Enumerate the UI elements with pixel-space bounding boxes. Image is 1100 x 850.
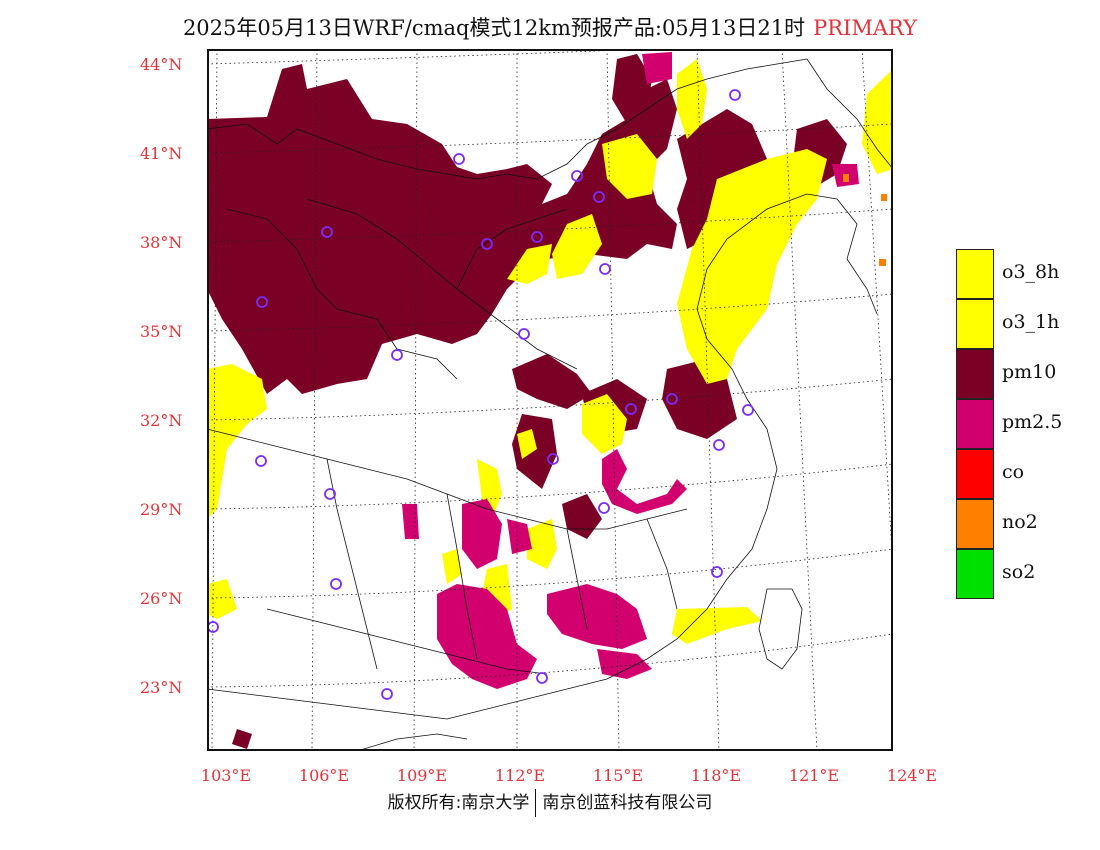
- lat-label-26: 26°N: [140, 589, 183, 608]
- station-marker: [453, 153, 465, 165]
- station-marker: [324, 488, 336, 500]
- lat-label-32: 32°N: [140, 411, 183, 430]
- legend-swatch: [956, 449, 994, 499]
- lon-label-115: 115°E: [592, 766, 644, 785]
- station-markers: [207, 89, 754, 700]
- station-marker: [330, 578, 342, 590]
- lon-label-112: 112°E: [494, 766, 546, 785]
- station-marker: [599, 263, 611, 275]
- lon-label-106: 106°E: [298, 766, 350, 785]
- station-marker: [593, 191, 605, 203]
- lat-label-23: 23°N: [140, 678, 183, 697]
- lat-label-41: 41°N: [140, 144, 183, 163]
- station-marker: [255, 455, 267, 467]
- lat-label-38: 38°N: [140, 233, 183, 252]
- legend-swatch: [956, 399, 994, 449]
- station-marker: [536, 672, 548, 684]
- station-marker: [518, 328, 530, 340]
- legend-label: co: [1002, 461, 1025, 483]
- boundaries: [207, 58, 893, 751]
- station-marker: [256, 296, 268, 308]
- title-text: 2025年05月13日WRF/cmaq模式12km预报产品:05月13日21时: [182, 16, 806, 40]
- lat-label-29: 29°N: [140, 500, 183, 519]
- station-marker: [729, 89, 741, 101]
- map-panel: [207, 49, 893, 751]
- o3-layer: [207, 59, 893, 659]
- copyright-left: 版权所有:南京大学: [387, 793, 530, 813]
- legend-swatch: [956, 549, 994, 599]
- legend-label: pm10: [1002, 361, 1057, 383]
- legend-swatch: [956, 349, 994, 399]
- footer-separator: [535, 789, 537, 817]
- lat-label-35: 35°N: [140, 322, 183, 341]
- legend-swatch: [956, 249, 994, 299]
- station-marker: [547, 453, 559, 465]
- station-marker: [598, 502, 610, 514]
- station-marker: [321, 226, 333, 238]
- legend-label: so2: [1002, 561, 1036, 583]
- station-marker: [381, 688, 393, 700]
- station-marker: [481, 238, 493, 250]
- title-tag: PRIMARY: [813, 16, 918, 40]
- lon-label-124: 124°E: [886, 766, 938, 785]
- station-marker: [625, 403, 637, 415]
- copyright-right: 南京创蓝科技有限公司: [542, 793, 713, 813]
- station-marker: [571, 170, 583, 182]
- station-marker: [391, 349, 403, 361]
- station-marker: [711, 566, 723, 578]
- lon-label-103: 103°E: [200, 766, 252, 785]
- legend-label: o3_8h: [1002, 261, 1060, 283]
- chart-title: 2025年05月13日WRF/cmaq模式12km预报产品:05月13日21时 P…: [0, 12, 1100, 42]
- no2-co-layer: [843, 174, 887, 266]
- lon-label-121: 121°E: [788, 766, 840, 785]
- legend-swatch: [956, 299, 994, 349]
- graticule: [207, 49, 893, 751]
- station-marker: [531, 231, 543, 243]
- station-marker: [713, 439, 725, 451]
- map-frame: [207, 49, 893, 751]
- station-marker: [666, 393, 678, 405]
- legend-label: o3_1h: [1002, 311, 1060, 333]
- lon-label-118: 118°E: [690, 766, 742, 785]
- legend-swatch: [956, 499, 994, 549]
- lon-label-109: 109°E: [396, 766, 448, 785]
- legend-label: pm2.5: [1002, 411, 1063, 433]
- lat-label-44: 44°N: [140, 55, 183, 74]
- pm25-layer: [402, 52, 859, 689]
- station-marker: [742, 404, 754, 416]
- copyright-footer: 版权所有:南京大学 南京创蓝科技有限公司: [0, 788, 1100, 817]
- legend-label: no2: [1002, 511, 1038, 533]
